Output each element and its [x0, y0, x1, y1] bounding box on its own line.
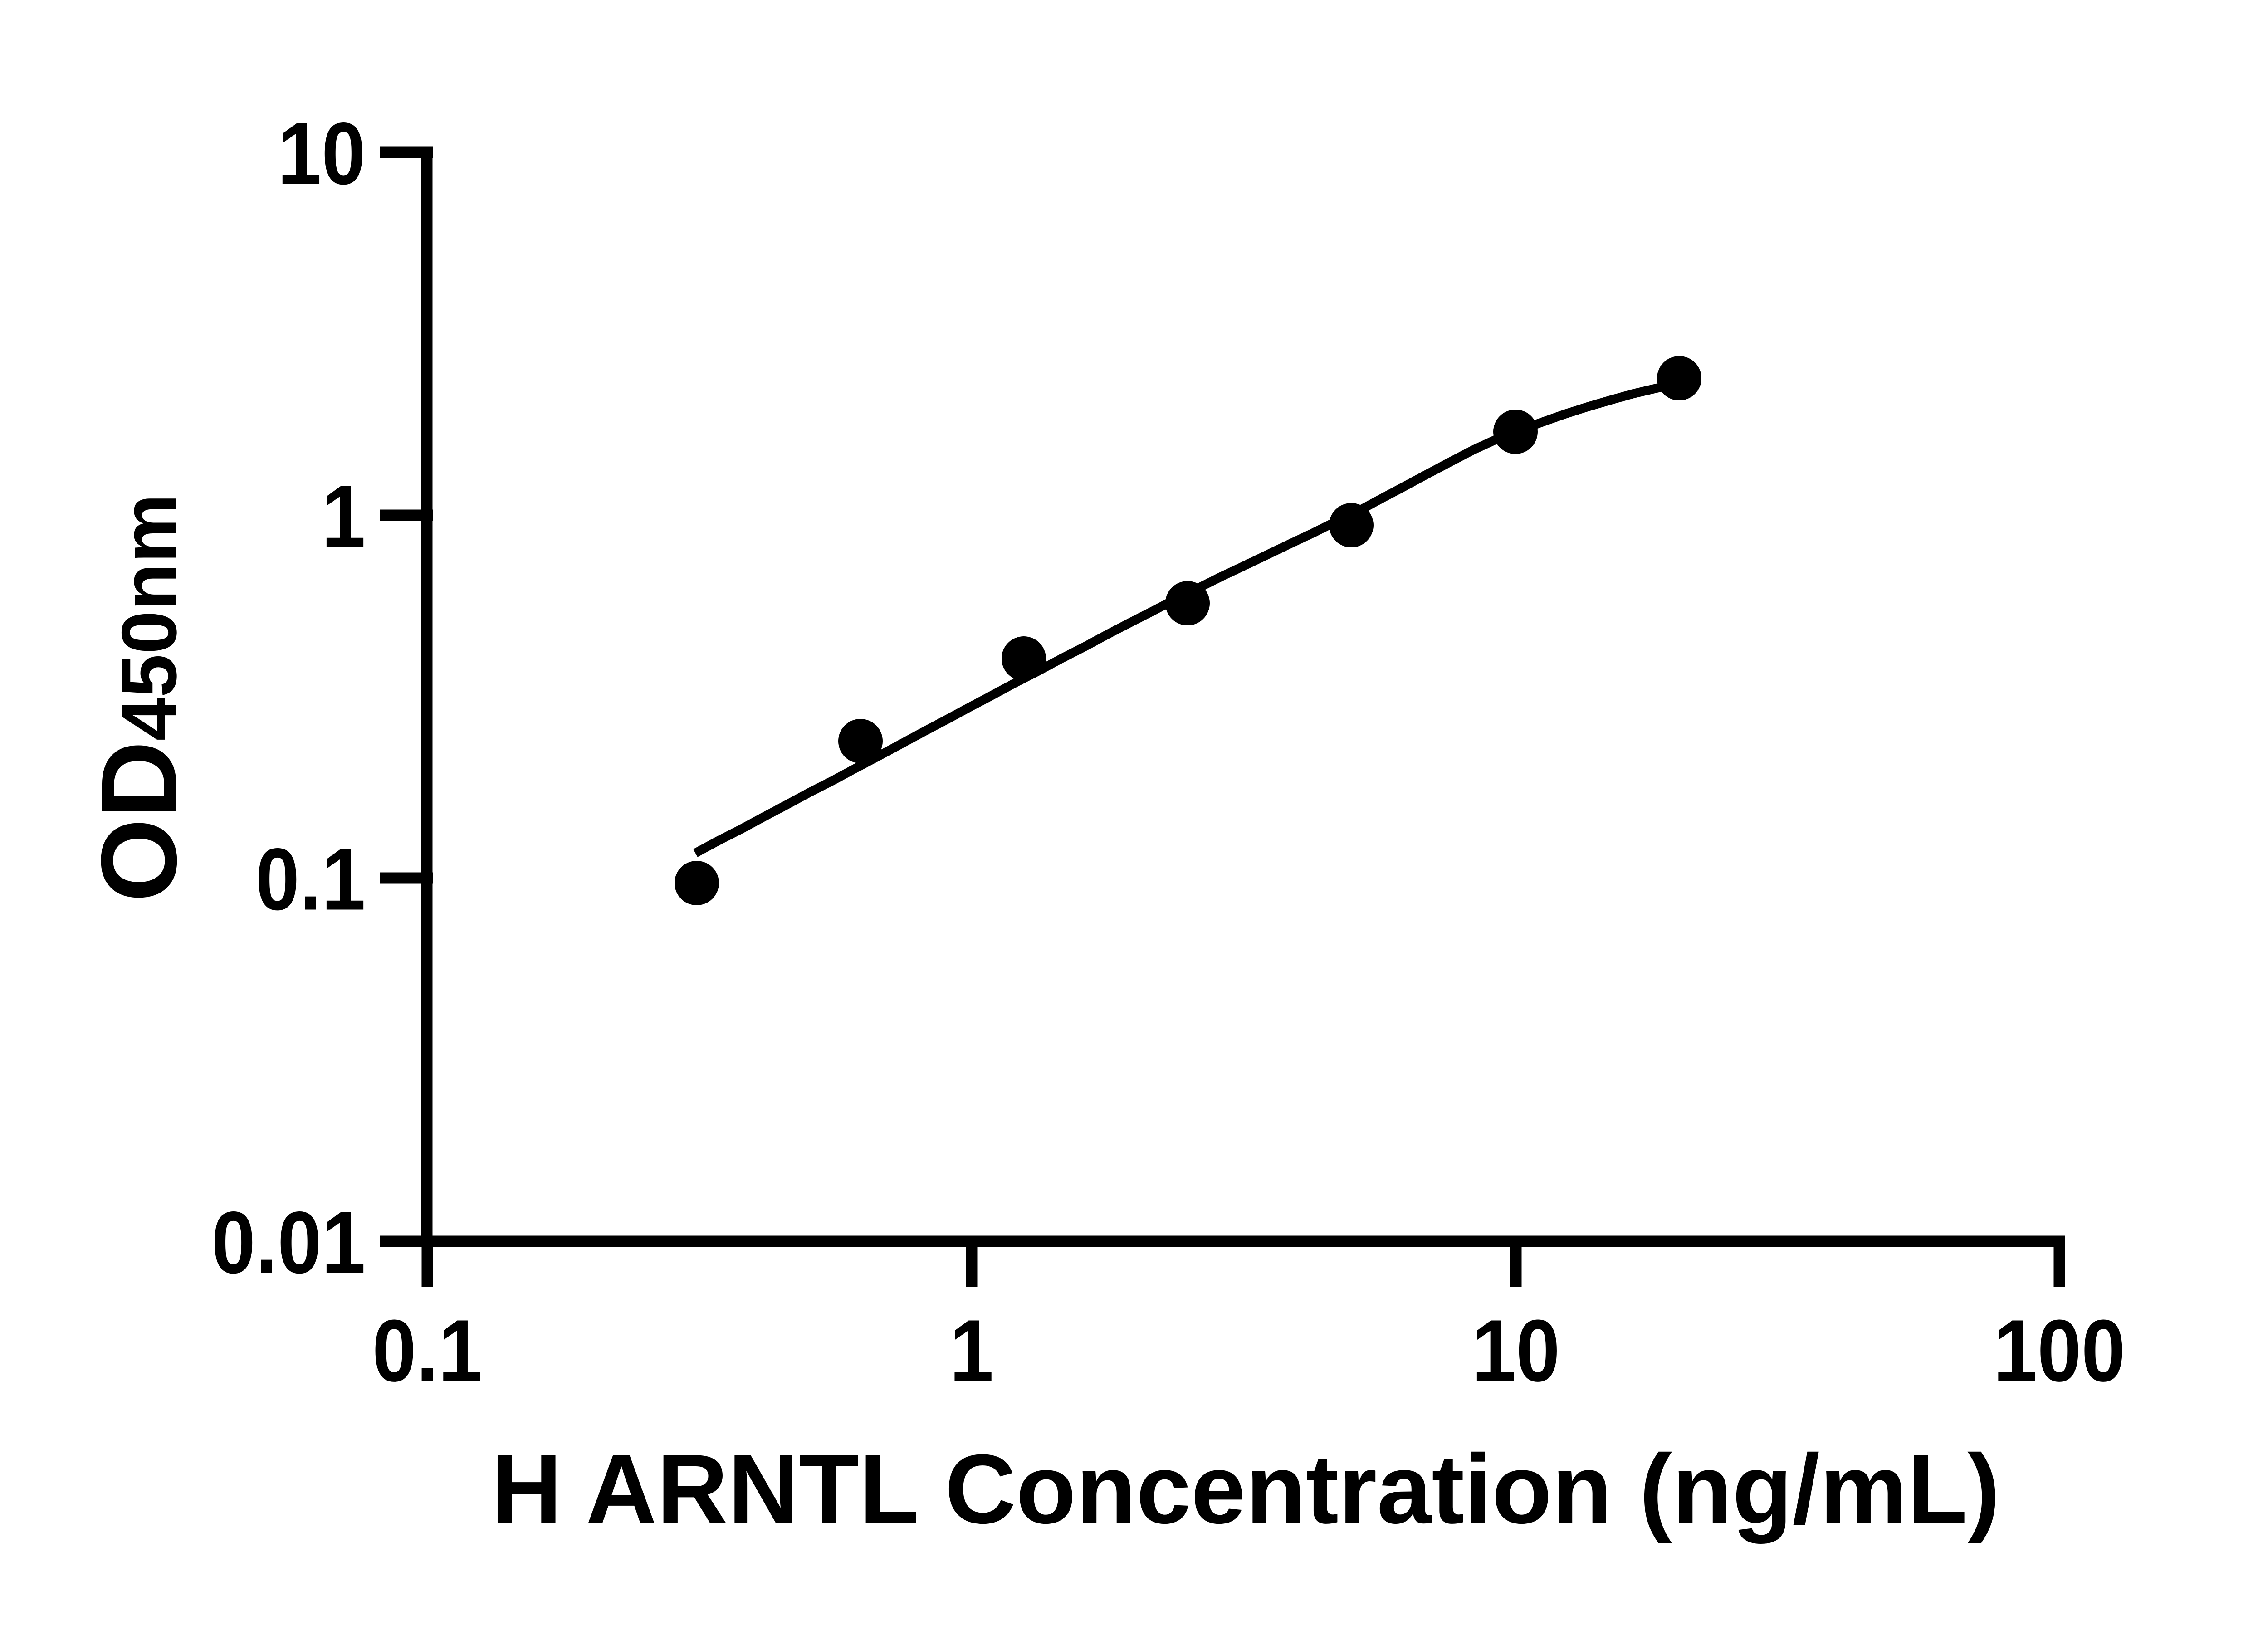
- svg-text:1: 1: [322, 468, 366, 566]
- svg-text:0.1: 0.1: [372, 1302, 483, 1401]
- svg-text:0.1: 0.1: [255, 830, 366, 929]
- svg-text:H ARNTL Concentration (ng/mL): H ARNTL Concentration (ng/mL): [491, 1434, 2000, 1544]
- svg-text:10: 10: [1472, 1302, 1560, 1401]
- svg-text:10: 10: [278, 105, 366, 203]
- svg-text:1: 1: [949, 1302, 993, 1401]
- svg-text:100: 100: [1993, 1302, 2125, 1401]
- svg-text:0.01: 0.01: [211, 1194, 366, 1292]
